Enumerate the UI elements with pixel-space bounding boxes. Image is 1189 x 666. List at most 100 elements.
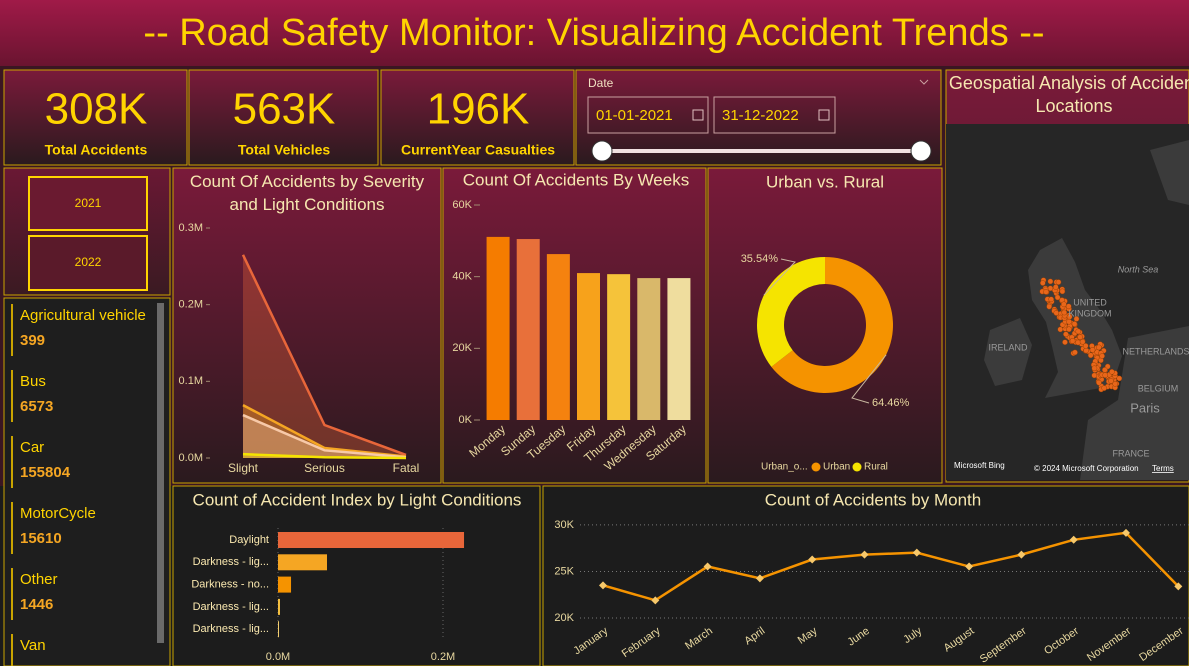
map-label: UNITED bbox=[1073, 297, 1107, 307]
date-end: 31-12-2022 bbox=[722, 107, 799, 124]
point bbox=[808, 555, 817, 564]
kpi-label: Total Accidents bbox=[45, 142, 148, 158]
map-point bbox=[1066, 318, 1072, 325]
leader-line bbox=[763, 258, 796, 296]
map-point bbox=[1102, 372, 1108, 379]
kpi-value: 196K bbox=[427, 85, 530, 134]
chevron-icon bbox=[919, 79, 929, 85]
map-point bbox=[1075, 328, 1082, 335]
banner bbox=[0, 0, 1189, 66]
legend-label: Rural bbox=[864, 462, 888, 473]
map-point bbox=[1061, 309, 1068, 316]
y-tick-label: 20K bbox=[452, 342, 472, 354]
map-point bbox=[1083, 347, 1089, 354]
y-tick-label: 60K bbox=[452, 199, 472, 211]
map-label: North Sea bbox=[1118, 264, 1159, 274]
map-point bbox=[1109, 368, 1115, 375]
vehicle-count: 155804 bbox=[20, 464, 71, 481]
bar bbox=[278, 598, 280, 615]
map-point bbox=[1059, 288, 1066, 295]
bar bbox=[278, 532, 465, 548]
year-button[interactable] bbox=[28, 176, 148, 231]
map-point bbox=[1077, 334, 1083, 340]
area bbox=[243, 254, 406, 458]
kpi-label: Total Vehicles bbox=[238, 142, 331, 158]
data-label: 35.54% bbox=[741, 253, 779, 265]
map-title-box: Geospatial Analysis of Accident Location… bbox=[947, 71, 1189, 123]
point bbox=[651, 596, 660, 605]
map-point bbox=[1061, 301, 1067, 308]
slider-handle[interactable] bbox=[910, 140, 932, 162]
map-point bbox=[1065, 303, 1072, 310]
map-point bbox=[1071, 321, 1078, 327]
map-land bbox=[1150, 140, 1189, 205]
year-button[interactable] bbox=[28, 235, 148, 291]
chart-title: Count Of Accidents by Severity and Light… bbox=[189, 172, 425, 214]
accident-points bbox=[1039, 277, 1123, 393]
slider-handle[interactable] bbox=[591, 140, 613, 162]
map-point bbox=[1053, 310, 1060, 316]
map-point bbox=[1101, 385, 1107, 391]
bar bbox=[486, 236, 510, 420]
area-line bbox=[242, 403, 407, 458]
map-point bbox=[1096, 379, 1102, 386]
map-point bbox=[1082, 343, 1089, 349]
point bbox=[703, 562, 712, 571]
x-tick-label: 0.2M bbox=[431, 651, 455, 663]
point bbox=[965, 562, 974, 571]
date-start: 01-01-2021 bbox=[596, 107, 673, 124]
map-point bbox=[1087, 352, 1094, 359]
point bbox=[1069, 535, 1078, 544]
bar bbox=[667, 278, 691, 420]
map-point bbox=[1089, 347, 1096, 353]
point bbox=[1174, 582, 1183, 591]
chart-title: Count of Accidents by Month bbox=[765, 490, 981, 509]
slicer-label: Date bbox=[588, 76, 614, 90]
y-tick-label: 40K bbox=[452, 271, 472, 283]
map-point bbox=[1066, 326, 1072, 333]
area bbox=[243, 405, 406, 458]
map-point bbox=[1116, 375, 1123, 382]
chart-panel bbox=[542, 485, 1189, 666]
date-input[interactable] bbox=[587, 96, 709, 134]
scrollbar[interactable] bbox=[157, 303, 164, 643]
y-tick-label: Darkness - no... bbox=[191, 579, 269, 591]
point bbox=[755, 574, 764, 583]
map-point bbox=[1053, 284, 1059, 290]
vehicle-count: 6573 bbox=[20, 398, 53, 415]
area-line bbox=[242, 452, 407, 460]
data-label: 64.46% bbox=[872, 397, 910, 409]
map-point bbox=[1099, 353, 1105, 359]
map-point bbox=[1055, 279, 1062, 285]
map-point bbox=[1048, 296, 1054, 303]
legend-title: Urban_o... bbox=[761, 462, 808, 473]
calendar-icon[interactable] bbox=[692, 109, 704, 121]
calendar-icon[interactable] bbox=[818, 109, 830, 121]
point bbox=[1122, 528, 1130, 537]
map-point bbox=[1072, 349, 1078, 356]
map-point bbox=[1063, 331, 1069, 338]
area-line bbox=[242, 413, 407, 459]
kpi-card bbox=[188, 69, 379, 166]
map-label: IRELAND bbox=[988, 342, 1028, 352]
map-point bbox=[1069, 338, 1076, 344]
vehicle-name: Van bbox=[20, 637, 46, 654]
map-point bbox=[1057, 326, 1064, 333]
map-label: NETHERLANDS bbox=[1122, 346, 1189, 356]
kpi-label: CurrentYear Casualties bbox=[401, 142, 555, 158]
map-terms[interactable]: Terms bbox=[1152, 464, 1174, 473]
y-tick-label: Daylight bbox=[229, 534, 269, 546]
map-land bbox=[1080, 326, 1189, 480]
map-point bbox=[1046, 303, 1052, 310]
bar bbox=[637, 278, 661, 420]
leader-line bbox=[851, 354, 887, 404]
date-input[interactable] bbox=[713, 96, 836, 134]
area bbox=[243, 454, 406, 458]
map-point bbox=[1079, 338, 1086, 345]
map-copyright: © 2024 Microsoft Corporation bbox=[1034, 464, 1139, 473]
map-point bbox=[1102, 367, 1108, 373]
vehicle-name: Other bbox=[20, 571, 58, 588]
y-tick-label: 0.2M bbox=[179, 299, 203, 311]
x-tick-label: Serious bbox=[304, 461, 345, 475]
map-land bbox=[984, 318, 1032, 386]
